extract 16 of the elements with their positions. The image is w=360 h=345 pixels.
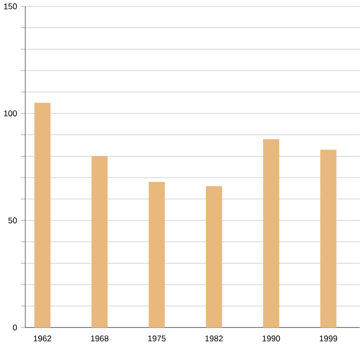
- y-tick-label: 50: [8, 218, 17, 224]
- y-tick-label: 100: [4, 110, 17, 116]
- x-tick-label: 1999: [320, 336, 338, 342]
- x-tick-label: 1975: [148, 336, 166, 342]
- x-tick-label: 1968: [91, 336, 108, 342]
- y-tick-label: 150: [4, 4, 17, 10]
- bar: [206, 186, 222, 328]
- x-tick-label: 1990: [262, 336, 280, 342]
- x-tick-label: 1982: [205, 336, 223, 342]
- bar: [320, 150, 336, 328]
- bar: [263, 139, 280, 328]
- bar: [34, 102, 50, 328]
- bar: [148, 182, 165, 328]
- y-tick-label: 0: [12, 324, 17, 330]
- x-tick-label: 1962: [34, 336, 52, 342]
- bar: [92, 156, 108, 328]
